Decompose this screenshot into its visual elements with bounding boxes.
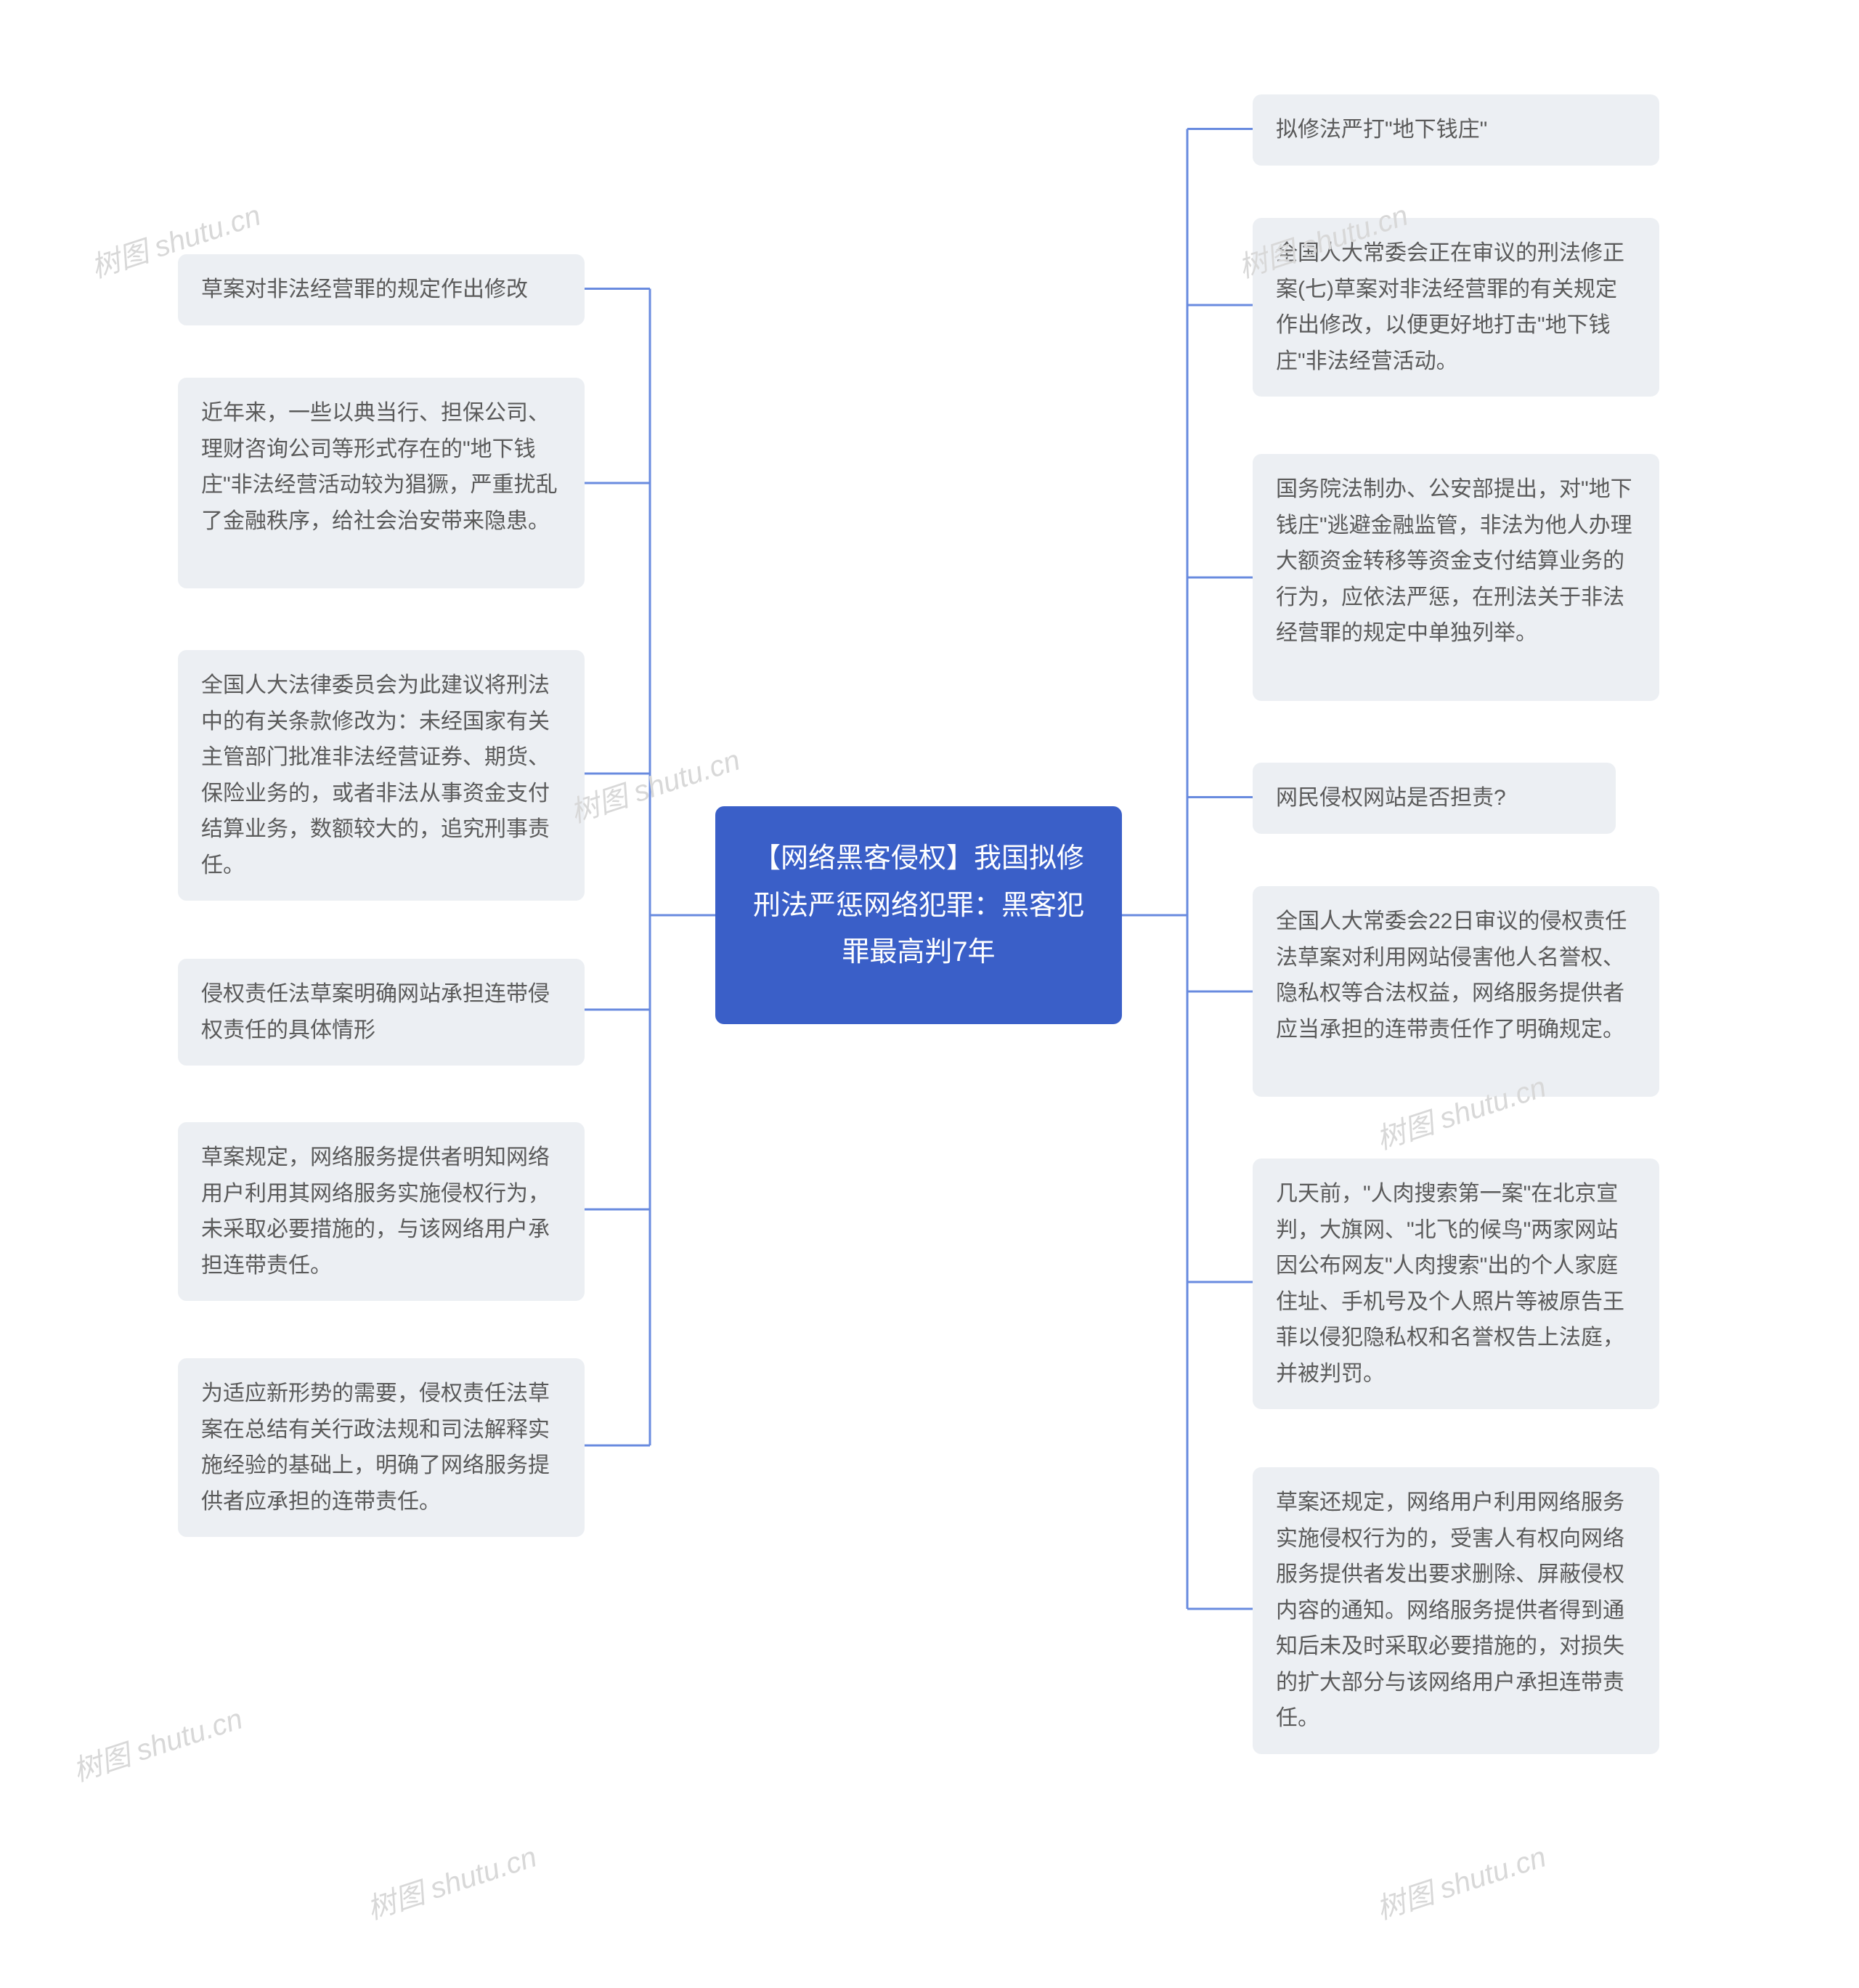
watermark: 树图 shutu.cn [67,1695,247,1790]
mindmap-canvas: 【网络黑客侵权】我国拟修刑法严惩网络犯罪：黑客犯罪最高判7年 草案对非法经营罪的… [0,0,1859,1988]
right-node: 全国人大常委会22日审议的侵权责任法草案对利用网站侵害他人名誉权、隐私权等合法权… [1253,886,1659,1097]
right-node: 拟修法严打"地下钱庄" [1253,94,1659,166]
right-node: 几天前，"人肉搜索第一案"在北京宣判，大旗网、"北飞的候鸟"两家网站因公布网友"… [1253,1159,1659,1409]
right-node: 草案还规定，网络用户利用网络服务实施侵权行为的，受害人有权向网络服务提供者发出要… [1253,1467,1659,1754]
left-node: 近年来，一些以典当行、担保公司、理财咨询公司等形式存在的"地下钱庄"非法经营活动… [178,378,585,588]
left-node: 草案规定，网络服务提供者明知网络用户利用其网络服务实施侵权行为，未采取必要措施的… [178,1122,585,1301]
left-node: 侵权责任法草案明确网站承担连带侵权责任的具体情形 [178,959,585,1066]
right-node: 全国人大常委会正在审议的刑法修正案(七)草案对非法经营罪的有关规定作出修改，以便… [1253,218,1659,397]
left-node: 为适应新形势的需要，侵权责任法草案在总结有关行政法规和司法解释实施经验的基础上，… [178,1358,585,1537]
left-node: 草案对非法经营罪的规定作出修改 [178,254,585,325]
right-node: 国务院法制办、公安部提出，对"地下钱庄"逃避金融监管，非法为他人办理大额资金转移… [1253,454,1659,701]
watermark: 树图 shutu.cn [1370,1833,1550,1928]
watermark: 树图 shutu.cn [361,1833,541,1928]
center-node: 【网络黑客侵权】我国拟修刑法严惩网络犯罪：黑客犯罪最高判7年 [715,806,1122,1024]
right-node: 网民侵权网站是否担责? [1253,763,1616,834]
left-node: 全国人大法律委员会为此建议将刑法中的有关条款修改为：未经国家有关主管部门批准非法… [178,650,585,901]
